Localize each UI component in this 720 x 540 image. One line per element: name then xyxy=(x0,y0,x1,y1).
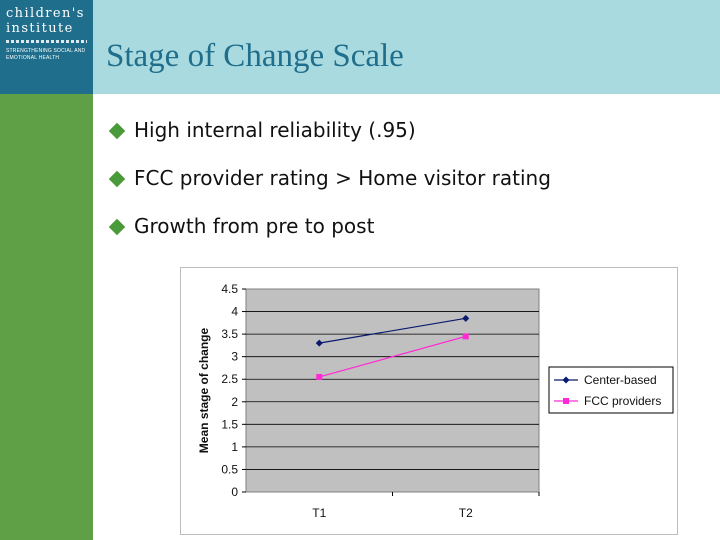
logo-name-line2: institute xyxy=(6,21,74,36)
series-line xyxy=(319,335,466,378)
side-accent-bar xyxy=(0,94,93,540)
chart-legend xyxy=(548,366,674,414)
line-chart: 0 0.5 1 1.5 2 2.5 3 3.5 4 4.5 T1 T2 Mean stage of ch… xyxy=(180,267,678,535)
y-tick-label: 4.5 xyxy=(221,282,238,296)
childrens-institute-logo: children's institute Strengthening socia… xyxy=(0,0,93,94)
legend-label: FCC providers xyxy=(584,394,661,408)
data-point xyxy=(462,314,470,322)
bullet-text: High internal reliability (.95) xyxy=(134,118,416,142)
y-tick-label: 0.5 xyxy=(221,462,238,476)
y-tick-label: 1.5 xyxy=(221,417,238,431)
logo-name-line1: children's xyxy=(6,6,85,21)
diamond-bullet-icon xyxy=(108,218,126,236)
y-axis-title: Mean stage of change xyxy=(197,328,211,454)
bullet-text: FCC provider rating > Home visitor ratin… xyxy=(134,166,551,190)
y-tick-label: 3 xyxy=(231,350,238,364)
y-tick-label: 4 xyxy=(231,305,238,319)
logo-swash xyxy=(6,40,87,43)
legend-swatch-marker xyxy=(562,376,570,384)
header-band xyxy=(0,0,720,94)
y-tick-label: 1 xyxy=(231,440,238,454)
data-point xyxy=(462,333,469,340)
slide-title: Stage of Change Scale xyxy=(106,38,404,74)
legend-label: Center-based xyxy=(584,373,657,387)
chart-canvas: 0 0.5 1 1.5 2 2.5 3 3.5 4 4.5 T1 T2 Mean stage of ch… xyxy=(197,282,674,520)
bullet-list: High internal reliability (.95) FCC prov… xyxy=(108,118,551,262)
y-tick-label: 2.5 xyxy=(221,372,238,386)
x-category-label: T2 xyxy=(459,506,473,520)
logo-tagline: Strengthening social and emotional healt… xyxy=(6,48,86,61)
diamond-bullet-icon xyxy=(108,170,126,188)
data-point xyxy=(316,373,323,380)
plot-area xyxy=(245,288,540,493)
bullet-item: High internal reliability (.95) xyxy=(108,118,551,166)
bullet-text: Growth from pre to post xyxy=(134,214,375,238)
bullet-item: FCC provider rating > Home visitor ratin… xyxy=(108,166,551,214)
y-tick-label: 2 xyxy=(231,395,238,409)
bullet-item: Growth from pre to post xyxy=(108,214,551,262)
legend-swatch-marker xyxy=(563,398,569,404)
y-tick-label: 3.5 xyxy=(221,327,238,341)
diamond-bullet-icon xyxy=(108,122,126,140)
x-category-label: T1 xyxy=(312,506,326,520)
series-line xyxy=(319,317,466,344)
y-tick-label: 0 xyxy=(231,485,238,499)
data-point xyxy=(315,339,323,347)
